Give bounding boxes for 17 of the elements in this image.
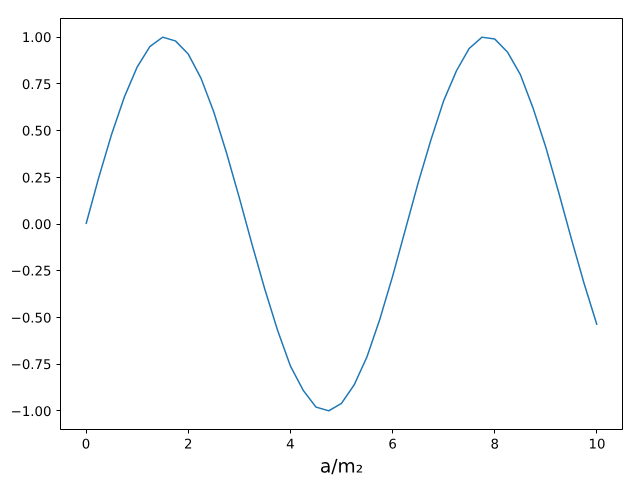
y-tick-label: 0.75 bbox=[22, 78, 52, 93]
x-tick-label: 4 bbox=[286, 438, 295, 452]
line-series bbox=[85, 36, 598, 412]
x-tick-label: 10 bbox=[588, 438, 606, 452]
y-tick-label: −0.50 bbox=[10, 311, 52, 326]
x-tick-label: 8 bbox=[490, 438, 500, 452]
y-tick-label: −1.00 bbox=[10, 404, 52, 420]
y-tick-label: −0.25 bbox=[10, 264, 52, 280]
x-axis-title: a/m₂ bbox=[320, 456, 364, 478]
x-tick-label: 6 bbox=[388, 438, 397, 452]
y-tick-label: 0.50 bbox=[22, 124, 52, 140]
x-tick-label: 2 bbox=[184, 438, 192, 452]
y-tick-label: −0.75 bbox=[10, 358, 52, 374]
y-tick-label: 0.00 bbox=[22, 218, 52, 233]
y-tick-label: 0.25 bbox=[22, 171, 52, 186]
x-tick-label: 0 bbox=[82, 438, 90, 452]
y-tick-label: 1.00 bbox=[22, 31, 52, 46]
